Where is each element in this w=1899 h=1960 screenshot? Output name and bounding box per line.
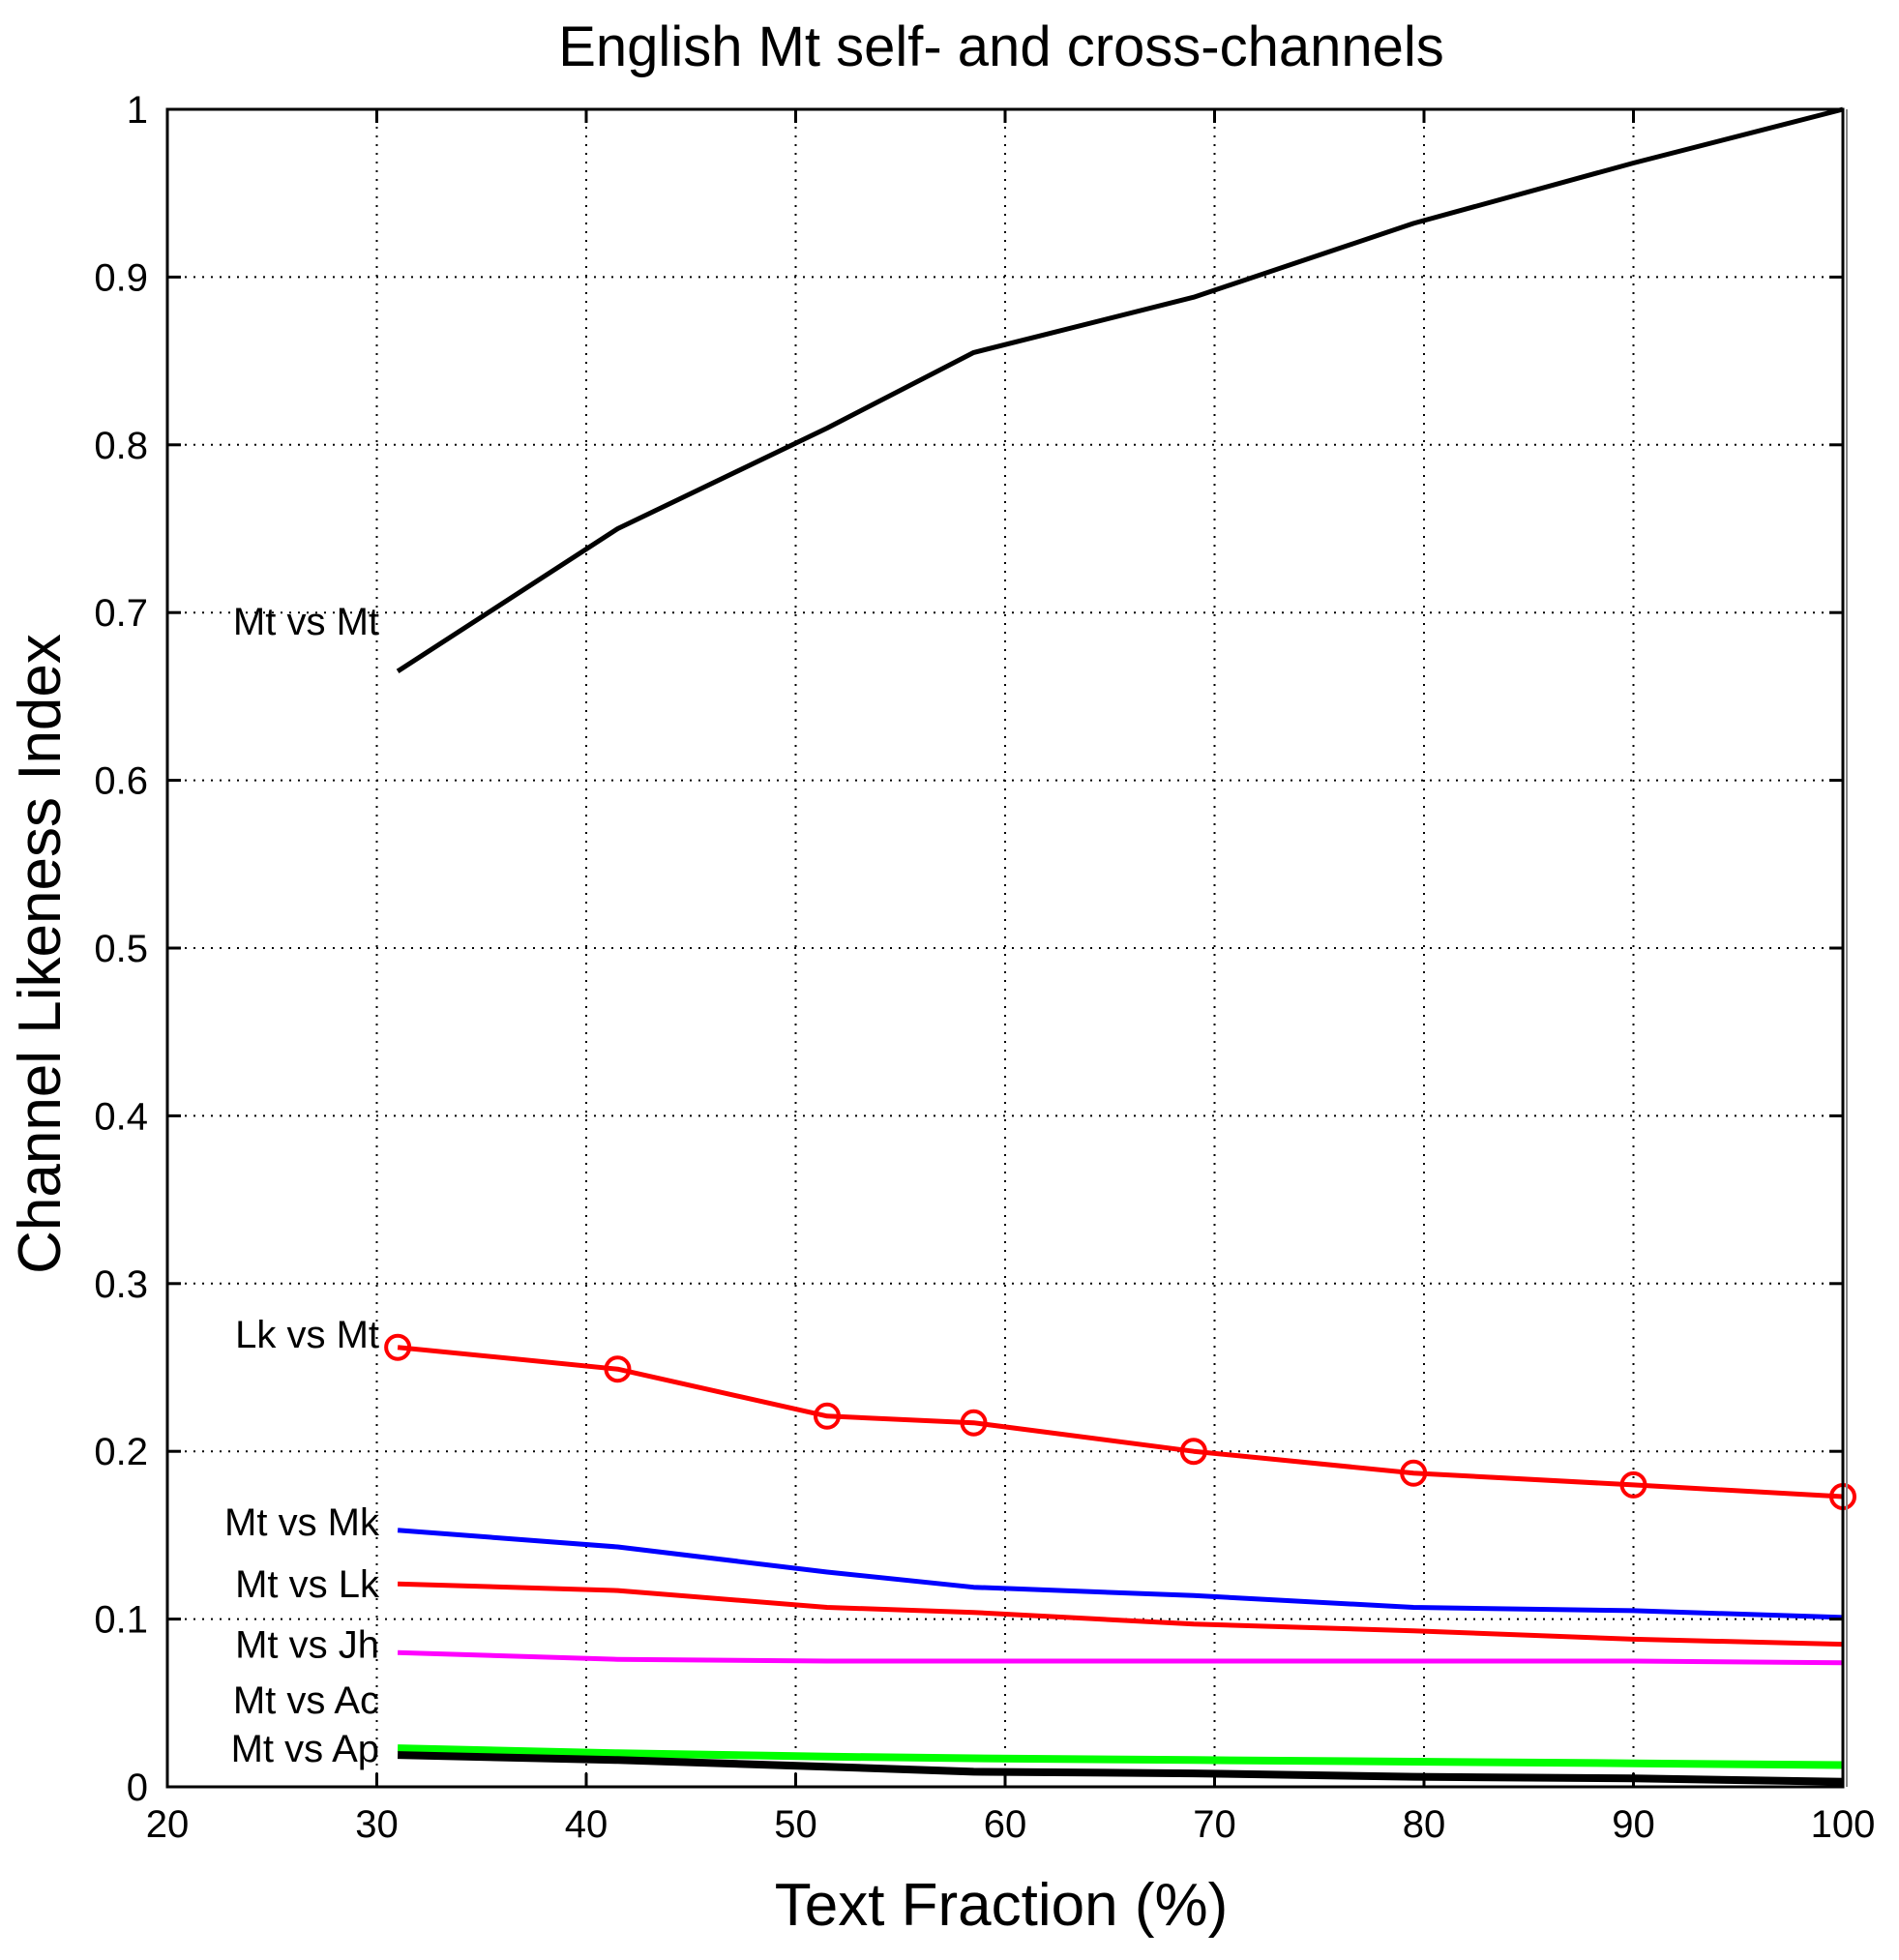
- y-tick-label: 0.5: [94, 928, 148, 970]
- chart-title: English Mt self- and cross-channels: [558, 15, 1444, 78]
- series-annotation: Mt vs Lk: [235, 1563, 380, 1606]
- x-axis-label: Text Fraction (%): [775, 1872, 1229, 1939]
- series-line-mt-vs-jh: [398, 1649, 1844, 1666]
- x-tick-label: 90: [1612, 1803, 1655, 1846]
- series-line-lk-vs-mt: [397, 1345, 1844, 1500]
- y-tick-label: 0: [127, 1767, 148, 1809]
- data-point-lk-vs-mt: [813, 1402, 841, 1430]
- series-line-mt-vs-lk: [398, 1581, 1844, 1648]
- series-line-mt-vs-ap: [398, 1751, 1844, 1786]
- y-tick-label: 0.7: [94, 592, 148, 635]
- x-tick-label: 50: [774, 1803, 817, 1846]
- axes: [165, 107, 1848, 1789]
- data-point-lk-vs-mt: [604, 1355, 632, 1383]
- y-tick-label: 0.6: [94, 760, 148, 803]
- x-tick-label: 70: [1193, 1803, 1236, 1846]
- y-tick-label: 1: [127, 89, 148, 132]
- data-point-lk-vs-mt: [1179, 1438, 1207, 1466]
- series-annotation: Mt vs Ap: [231, 1728, 379, 1770]
- x-tick-label: 100: [1811, 1803, 1876, 1846]
- series-line-mt-vs-mt: [396, 106, 1844, 673]
- data-point-lk-vs-mt: [384, 1333, 412, 1361]
- data-point-lk-vs-mt: [1400, 1459, 1428, 1487]
- series-line-mt-vs-mk: [397, 1528, 1844, 1620]
- y-tick-label: 0.8: [94, 425, 148, 467]
- series-layer: [384, 106, 1856, 1786]
- x-tick-label: 30: [355, 1803, 399, 1846]
- x-tick-label: 40: [565, 1803, 608, 1846]
- y-tick-label: 0.4: [94, 1095, 148, 1138]
- x-tick-label: 20: [146, 1803, 190, 1846]
- series-annotation: Lk vs Mt: [235, 1314, 379, 1356]
- series-annotation: Mt vs Jh: [235, 1624, 379, 1667]
- y-tick-label: 0.9: [94, 256, 148, 299]
- y-axis-label: Channel Likeness Index: [7, 634, 74, 1274]
- y-tick-label: 0.2: [94, 1431, 148, 1473]
- x-tick-label: 80: [1403, 1803, 1446, 1846]
- y-tick-label: 0.3: [94, 1263, 148, 1306]
- series-annotation: Mt vs Mt: [233, 601, 379, 643]
- x-tick-label: 60: [984, 1803, 1027, 1846]
- series-annotations: Mt vs Mt Lk vs Mt Mt vs Mk Mt vs Lk Mt vs Jh…: [224, 601, 380, 1770]
- series-annotation: Mt vs Mk: [224, 1501, 380, 1544]
- data-point-lk-vs-mt: [1619, 1470, 1647, 1499]
- grid-lines: [167, 109, 1843, 1787]
- data-point-lk-vs-mt: [960, 1409, 988, 1437]
- tick-labels: 20 30 40 50 60 70 80 90 100 0 0.1 0.2 0.3 0.4 0.5 0.6 0.…: [94, 89, 1875, 1846]
- y-tick-label: 0.1: [94, 1599, 148, 1642]
- series-annotation: Mt vs Ac: [233, 1679, 379, 1722]
- series-line-mt-vs-ac: [398, 1744, 1844, 1769]
